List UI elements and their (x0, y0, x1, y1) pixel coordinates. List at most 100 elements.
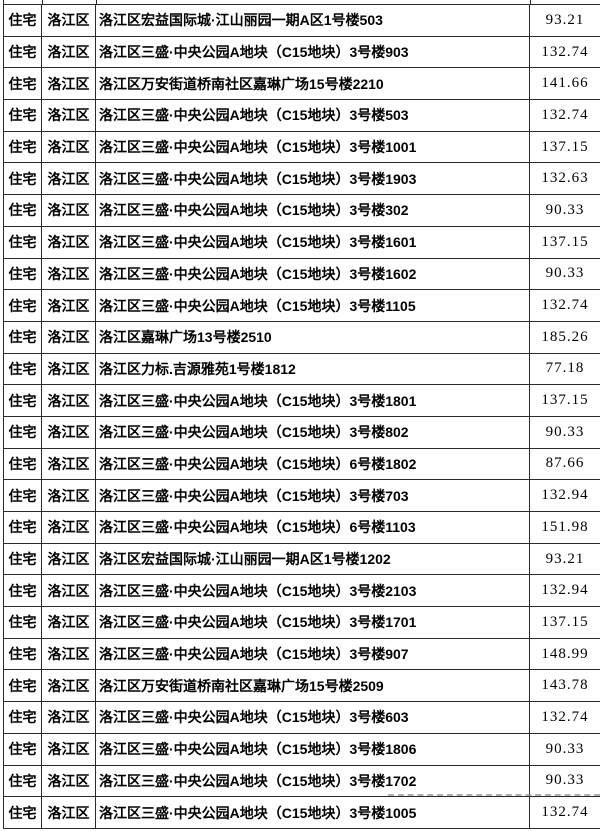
cell-address: 洛江区三盛·中央公园A地块（C15地块）3号楼603 (96, 702, 530, 733)
cell-area: 132.63 (541, 170, 589, 187)
cell-area: 137.15 (541, 392, 589, 409)
cell-property-type: 住宅 (4, 480, 42, 511)
cell-area: 93.21 (545, 11, 585, 28)
cell-property-type: 住宅 (4, 385, 42, 416)
cell-area: 90.33 (545, 740, 585, 757)
cell-area: 132.74 (541, 106, 589, 123)
cell-area: 77.18 (545, 360, 585, 377)
table-row: 住宅 洛江区 洛江区万安街道桥南社区嘉琳广场15号楼2509 143.78 (4, 670, 600, 703)
cropped-gridline-strip (0, 0, 600, 4)
cell-area: 137.15 (541, 613, 589, 630)
cell-property-type: 住宅 (4, 733, 42, 765)
cell-district: 洛江区 (42, 765, 96, 797)
cell-property-type: 住宅 (4, 290, 42, 321)
cell-area: 132.94 (541, 582, 589, 599)
cell-district: 洛江区 (42, 543, 96, 575)
cell-district: 洛江区 (42, 5, 96, 36)
cell-property-type: 住宅 (4, 163, 42, 195)
cell-property-type: 住宅 (4, 195, 42, 226)
cell-area: 132.74 (541, 43, 589, 60)
cell-area: 90.33 (545, 423, 585, 440)
cell-address: 洛江区三盛·中央公园A地块（C15地块）3号楼703 (96, 480, 530, 511)
cell-district: 洛江区 (42, 448, 96, 480)
cell-property-type: 住宅 (4, 353, 42, 385)
cell-address: 洛江区三盛·中央公园A地块（C15地块）3号楼1801 (96, 385, 530, 416)
table-row: 住宅 洛江区 洛江区三盛·中央公园A地块（C15地块）3号楼1702 90.33 (4, 765, 600, 798)
table-row: 住宅 洛江区 洛江区三盛·中央公园A地块（C15地块）3号楼703 132.94 (4, 480, 600, 512)
cell-address: 洛江区三盛·中央公园A地块（C15地块）3号楼302 (96, 195, 530, 226)
cell-area: 132.74 (541, 708, 589, 725)
cell-district: 洛江区 (42, 258, 96, 290)
table-row: 住宅 洛江区 洛江区三盛·中央公园A地块（C15地块）3号楼603 132.74 (4, 702, 600, 734)
table-row: 住宅 洛江区 洛江区三盛·中央公园A地块（C15地块）3号楼1601 137.1… (4, 226, 600, 259)
cell-district: 洛江区 (42, 416, 96, 448)
cell-district: 洛江区 (42, 702, 96, 733)
table-row: 住宅 洛江区 洛江区宏益国际城·江山丽园一期A区1号楼503 93.21 (4, 5, 600, 37)
page-break-dashed-line (388, 794, 600, 796)
cell-property-type: 住宅 (4, 638, 42, 670)
cell-district: 洛江区 (42, 575, 96, 607)
cell-district: 洛江区 (42, 290, 96, 321)
table-row: 住宅 洛江区 洛江区三盛·中央公园A地块（C15地块）6号楼1103 151.9… (4, 512, 600, 544)
cell-district: 洛江区 (42, 68, 96, 100)
cell-property-type: 住宅 (4, 131, 42, 163)
cell-property-type: 住宅 (4, 68, 42, 100)
cell-district: 洛江区 (42, 733, 96, 765)
cell-property-type: 住宅 (4, 448, 42, 480)
table-row: 住宅 洛江区 洛江区三盛·中央公园A地块（C15地块）6号楼1802 87.66 (4, 448, 600, 481)
cell-address: 洛江区三盛·中央公园A地块（C15地块）3号楼1702 (96, 765, 530, 797)
cell-address: 洛江区万安街道桥南社区嘉琳广场15号楼2509 (96, 670, 530, 702)
cell-property-type: 住宅 (4, 36, 42, 68)
cell-property-type: 住宅 (4, 702, 42, 733)
cell-area: 93.21 (545, 550, 585, 567)
cell-property-type: 住宅 (4, 575, 42, 607)
cell-address: 洛江区三盛·中央公园A地块（C15地块）3号楼903 (96, 36, 530, 68)
cell-address: 洛江区三盛·中央公园A地块（C15地块）3号楼2103 (96, 575, 530, 607)
cell-address: 洛江区三盛·中央公园A地块（C15地块）3号楼1601 (96, 226, 530, 258)
table-row: 住宅 洛江区 洛江区三盛·中央公园A地块（C15地块）3号楼1001 137.1… (4, 131, 600, 164)
cell-property-type: 住宅 (4, 258, 42, 290)
cell-area: 143.78 (541, 677, 589, 694)
table-row: 住宅 洛江区 洛江区三盛·中央公园A地块（C15地块）3号楼1602 90.33 (4, 258, 600, 291)
cell-address: 洛江区三盛·中央公园A地块（C15地块）3号楼1701 (96, 607, 530, 638)
cell-district: 洛江区 (42, 353, 96, 385)
cell-property-type: 住宅 (4, 100, 42, 131)
cell-area: 90.33 (545, 265, 585, 282)
cell-property-type: 住宅 (4, 5, 42, 36)
table-row: 住宅 洛江区 洛江区三盛·中央公园A地块（C15地块）3号楼1005 132.7… (4, 797, 600, 829)
cell-area: 132.74 (541, 297, 589, 314)
table-row: 住宅 洛江区 洛江区三盛·中央公园A地块（C15地块）3号楼2103 132.9… (4, 575, 600, 608)
table-row: 住宅 洛江区 洛江区三盛·中央公园A地块（C15地块）3号楼907 148.99 (4, 638, 600, 671)
table-row: 住宅 洛江区 洛江区三盛·中央公园A地块（C15地块）3号楼302 90.33 (4, 195, 600, 227)
cell-district: 洛江区 (42, 163, 96, 195)
table-row: 住宅 洛江区 洛江区三盛·中央公园A地块（C15地块）3号楼1806 90.33 (4, 733, 600, 766)
table-row: 住宅 洛江区 洛江区三盛·中央公园A地块（C15地块）3号楼1701 137.1… (4, 607, 600, 639)
cell-area: 132.94 (541, 487, 589, 504)
cell-property-type: 住宅 (4, 797, 42, 828)
cell-area: 141.66 (541, 75, 589, 92)
cell-district: 洛江区 (42, 131, 96, 163)
cell-district: 洛江区 (42, 321, 96, 353)
cell-district: 洛江区 (42, 638, 96, 670)
table-row: 住宅 洛江区 洛江区三盛·中央公园A地块（C15地块）3号楼802 90.33 (4, 416, 600, 449)
cell-district: 洛江区 (42, 195, 96, 226)
table-row: 住宅 洛江区 洛江区三盛·中央公园A地块（C15地块）3号楼503 132.74 (4, 100, 600, 132)
cell-address: 洛江区三盛·中央公园A地块（C15地块）3号楼1903 (96, 163, 530, 195)
table-row: 住宅 洛江区 洛江区三盛·中央公园A地块（C15地块）3号楼903 132.74 (4, 36, 600, 69)
cell-property-type: 住宅 (4, 321, 42, 353)
cell-address: 洛江区三盛·中央公园A地块（C15地块）3号楼1001 (96, 131, 530, 163)
cell-district: 洛江区 (42, 480, 96, 511)
cell-address: 洛江区三盛·中央公园A地块（C15地块）3号楼1602 (96, 258, 530, 290)
cell-area: 185.26 (541, 328, 589, 345)
cell-district: 洛江区 (42, 607, 96, 638)
table-row: 住宅 洛江区 洛江区嘉琳广场13号楼2510 185.26 (4, 321, 600, 354)
cell-area: 137.15 (541, 233, 589, 250)
cell-area: 137.15 (541, 138, 589, 155)
cell-area: 132.74 (541, 804, 589, 821)
cell-property-type: 住宅 (4, 416, 42, 448)
cell-address: 洛江区宏益国际城·江山丽园一期A区1号楼1202 (96, 543, 530, 575)
table-row: 住宅 洛江区 洛江区三盛·中央公园A地块（C15地块）3号楼1105 132.7… (4, 290, 600, 322)
table-row: 住宅 洛江区 洛江区三盛·中央公园A地块（C15地块）3号楼1903 132.6… (4, 163, 600, 196)
cell-property-type: 住宅 (4, 512, 42, 543)
cell-area: 90.33 (545, 201, 585, 218)
